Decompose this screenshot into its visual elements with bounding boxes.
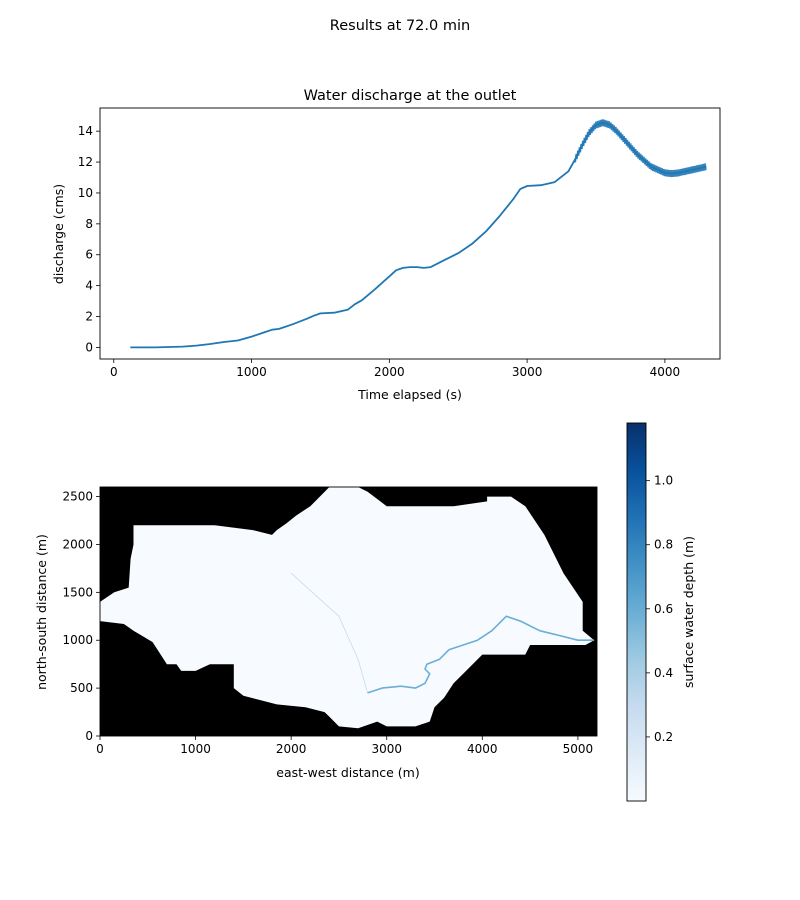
colorbar-ticks: 0.2 0.4 0.6 0.8 1.0: [646, 474, 673, 744]
discharge-x-tick-label: 2000: [374, 365, 405, 379]
colorbar-scale: [626, 422, 647, 802]
discharge-y-ticks: 0 2 4 6 8 10 12 14: [78, 124, 100, 354]
discharge-x-tick-label: 4000: [650, 365, 681, 379]
map-y-tick-label: 1000: [62, 633, 93, 647]
discharge-y-tick-label: 4: [85, 279, 93, 293]
map-x-tick-label: 1000: [180, 742, 211, 756]
discharge-chart: Water discharge at the outlet 0 1000 2000 3…: [51, 88, 721, 402]
map-x-tick-label: 5000: [563, 742, 594, 756]
map-y-tick-label: 2500: [62, 490, 93, 504]
discharge-y-tick-label: 6: [85, 248, 93, 262]
map-x-tick-label: 2000: [276, 742, 307, 756]
map-y-tick-label: 2000: [62, 537, 93, 551]
colorbar-tick-label: 0.4: [654, 666, 673, 680]
watershed-domain: [100, 487, 595, 729]
discharge-y-tick-label: 8: [85, 217, 93, 231]
map-x-tick-label: 4000: [467, 742, 498, 756]
discharge-x-tick-label: 3000: [512, 365, 543, 379]
colorbar-tick-label: 0.6: [654, 602, 673, 616]
map-x-label: east-west distance (m): [276, 765, 419, 780]
colorbar-tick-label: 1.0: [654, 474, 673, 488]
main-channel: [367, 615, 595, 694]
discharge-plot-frame: [99, 107, 721, 360]
discharge-y-tick-label: 2: [85, 310, 93, 324]
colorbar-tick-label: 0.2: [654, 730, 673, 744]
discharge-x-tick-label: 1000: [236, 365, 267, 379]
discharge-y-tick-label: 10: [78, 186, 93, 200]
figure-suptitle: Results at 72.0 min: [330, 18, 470, 34]
water-depth-map: 0 1000 2000 3000 4000 5000 0 500 1000 1500 2000 25…: [34, 486, 598, 780]
discharge-chart-title: Water discharge at the outlet: [304, 88, 517, 104]
discharge-y-tick-label: 12: [78, 155, 93, 169]
discharge-y-tick-label: 14: [78, 124, 93, 138]
discharge-series-line: [130, 121, 707, 349]
map-y-tick-label: 500: [70, 681, 93, 695]
map-x-tick-label: 3000: [371, 742, 402, 756]
discharge-x-tick-label: 0: [110, 365, 118, 379]
map-y-tick-label: 0: [85, 729, 93, 743]
discharge-y-tick-label: 0: [85, 340, 93, 354]
discharge-y-label: discharge (cms): [51, 184, 66, 284]
map-y-label: north-south distance (m): [34, 534, 49, 690]
colorbar-label: surface water depth (m): [681, 536, 696, 688]
discharge-x-label: Time elapsed (s): [357, 387, 462, 402]
colorbar: 0.2 0.4 0.6 0.8 1.0 surface water depth (m): [626, 422, 696, 802]
map-plot-frame: [99, 486, 598, 737]
map-y-ticks: 0 500 1000 1500 2000 2500: [62, 490, 100, 743]
discharge-oscillation-band: [574, 119, 707, 178]
tributary-channel: [290, 572, 368, 694]
map-x-tick-label: 0: [96, 742, 104, 756]
colorbar-tick-label: 0.8: [654, 538, 673, 552]
map-y-tick-label: 1500: [62, 585, 93, 599]
map-x-ticks: 0 1000 2000 3000 4000 5000: [96, 736, 593, 756]
discharge-x-ticks: 0 1000 2000 3000 4000: [110, 359, 680, 379]
